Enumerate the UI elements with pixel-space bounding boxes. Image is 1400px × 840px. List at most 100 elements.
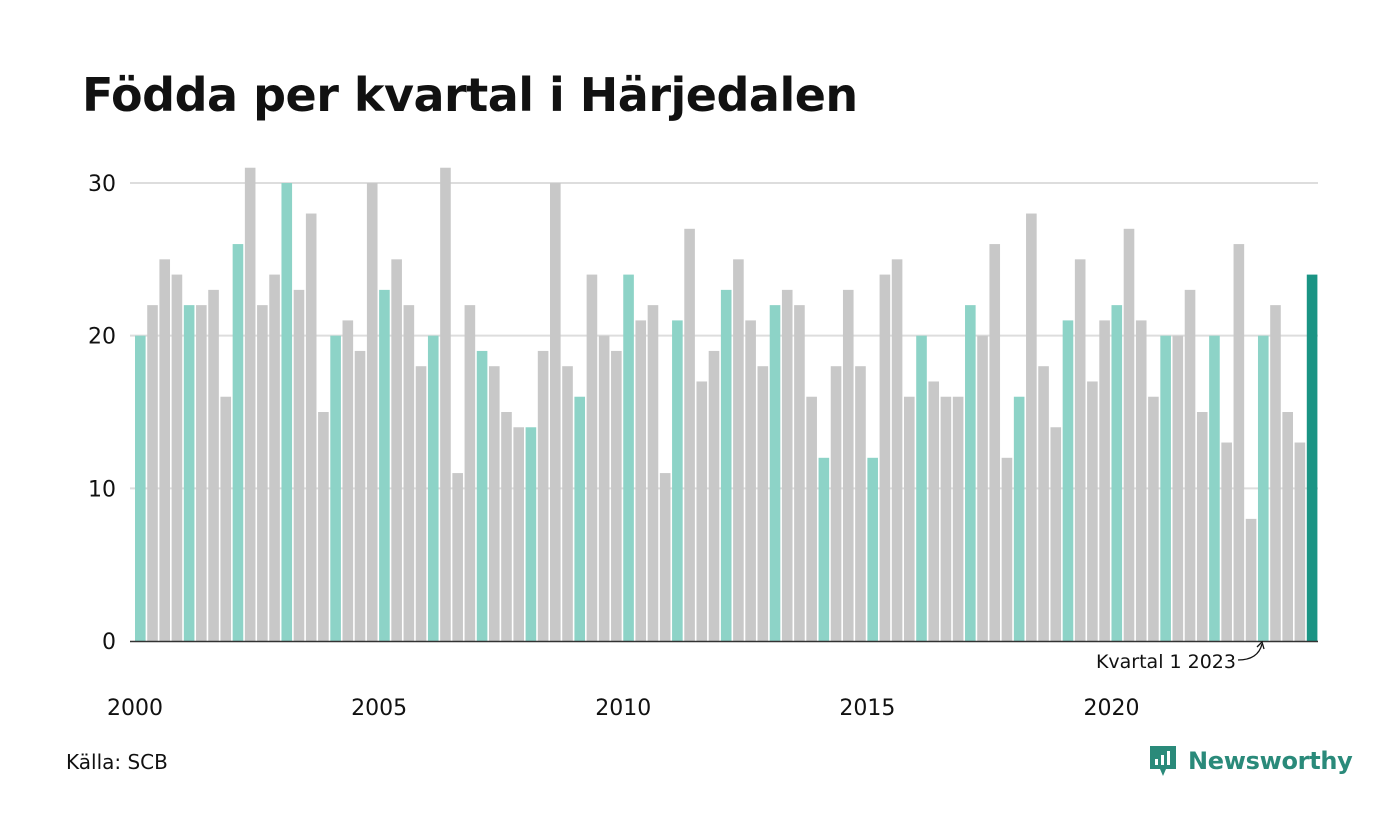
- source-label: Källa: SCB: [66, 750, 168, 774]
- bar: [574, 396, 586, 641]
- bar: [244, 167, 256, 642]
- bar: [1184, 289, 1196, 641]
- bar: [1099, 320, 1110, 641]
- bar: [879, 274, 891, 641]
- y-tick-label: 0: [102, 630, 116, 655]
- bar: [513, 427, 524, 641]
- bar: [159, 259, 171, 641]
- bar: [940, 396, 952, 641]
- bar: [659, 473, 671, 641]
- bar: [867, 457, 878, 641]
- bar: [1111, 305, 1123, 641]
- bar: [232, 244, 244, 641]
- bar: [147, 305, 158, 641]
- bar: [440, 167, 451, 642]
- annotation-arrow: [1237, 643, 1263, 661]
- bar: [427, 335, 439, 641]
- bar: [1074, 259, 1086, 641]
- x-tick-label: 2010: [595, 696, 651, 721]
- bar: [745, 320, 756, 641]
- y-tick-label: 20: [88, 325, 116, 350]
- bar: [1257, 335, 1269, 641]
- bar: [415, 366, 427, 641]
- bar: [305, 213, 317, 641]
- bar: [708, 350, 720, 641]
- bar: [1270, 305, 1281, 641]
- bar: [989, 244, 1001, 641]
- bar: [1013, 396, 1025, 641]
- bar: [342, 320, 354, 641]
- bar: [733, 259, 744, 641]
- x-tick-label: 2015: [839, 696, 895, 721]
- bar: [1294, 442, 1306, 641]
- axes: 0 10 20 30 2000 2005 2010 2015 2020: [88, 172, 1318, 721]
- bars: [135, 167, 1318, 642]
- bar: [257, 305, 268, 641]
- annotation-label: Kvartal 1 2023: [1096, 651, 1236, 673]
- bar: [1160, 335, 1171, 641]
- bar: [977, 335, 988, 641]
- bar: [965, 305, 976, 641]
- bar: [1087, 381, 1098, 641]
- bar: [720, 289, 732, 641]
- bar: [952, 396, 964, 641]
- bar: [916, 335, 927, 641]
- bar: [318, 412, 329, 641]
- bar-chart: 0 10 20 30 2000 2005 2010 2015 2020 Kvartal 1 20…: [88, 167, 1318, 721]
- bar: [1209, 335, 1220, 641]
- bar: [1306, 274, 1318, 641]
- bar: [891, 259, 903, 641]
- bar: [281, 183, 293, 641]
- bar: [757, 366, 769, 641]
- bar: [171, 274, 183, 641]
- bar: [330, 335, 341, 641]
- bar: [1233, 244, 1245, 641]
- annotation-arrowhead: [1256, 640, 1265, 650]
- bar: [806, 396, 817, 641]
- bar: [1135, 320, 1147, 641]
- x-tick-label: 2005: [351, 696, 407, 721]
- bar: [781, 289, 793, 641]
- bar: [562, 366, 573, 641]
- x-tick-label: 2000: [107, 696, 163, 721]
- bar: [366, 183, 378, 641]
- bar: [196, 305, 207, 641]
- newsworthy-icon: [1150, 746, 1176, 776]
- bar: [1062, 320, 1074, 641]
- bar: [550, 183, 561, 641]
- bar: [403, 305, 415, 641]
- bar: [1245, 518, 1257, 641]
- bar: [183, 305, 195, 641]
- bar: [855, 366, 866, 641]
- bar: [598, 335, 610, 641]
- bar: [623, 274, 634, 641]
- bar: [501, 412, 512, 641]
- bar: [525, 427, 537, 641]
- brand-name: Newsworthy: [1188, 747, 1353, 775]
- bar: [537, 350, 549, 641]
- bar: [696, 381, 708, 641]
- bar: [647, 305, 659, 641]
- bar: [818, 457, 830, 641]
- bar: [1148, 396, 1159, 641]
- bar: [672, 320, 683, 641]
- bar: [464, 305, 476, 641]
- bar: [635, 320, 647, 641]
- bar: [1221, 442, 1232, 641]
- bar: [220, 396, 232, 641]
- bar: [928, 381, 940, 641]
- bar: [830, 366, 842, 641]
- bar: [611, 350, 622, 641]
- bar: [1026, 213, 1037, 641]
- bar: [794, 305, 805, 641]
- chart-title: Födda per kvartal i Härjedalen: [82, 68, 858, 122]
- bar: [1001, 457, 1013, 641]
- bar: [1050, 427, 1062, 641]
- bar: [293, 289, 305, 641]
- newsworthy-logo: Newsworthy: [1148, 744, 1353, 778]
- bar: [684, 228, 695, 642]
- bar: [586, 274, 598, 641]
- bar: [476, 350, 488, 641]
- bar: [842, 289, 854, 641]
- bar: [1123, 228, 1135, 642]
